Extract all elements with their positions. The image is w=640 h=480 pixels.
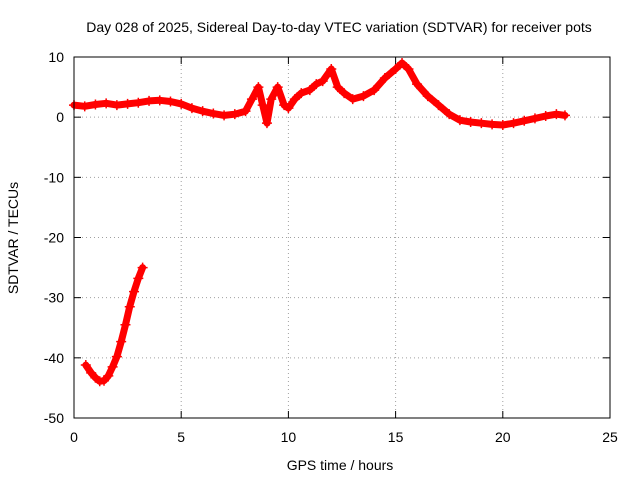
data-point (124, 301, 135, 312)
data-point (197, 106, 208, 117)
data-point (107, 361, 118, 372)
data-point (283, 103, 294, 114)
y-tick-label: -30 (44, 290, 64, 306)
data-point (444, 109, 455, 120)
data-point (508, 118, 519, 129)
data-point (551, 109, 562, 120)
x-tick-label: 5 (177, 429, 185, 445)
y-tick-label: -50 (44, 410, 64, 426)
data-point (229, 109, 240, 120)
data-point (79, 101, 90, 112)
data-point (390, 64, 401, 75)
data-point (497, 119, 508, 130)
data-point (101, 98, 112, 109)
grid (74, 57, 610, 418)
y-tick-label: 10 (48, 49, 64, 65)
y-tick-label: 0 (56, 109, 64, 125)
axis-ticks: 0 5 10 15 20 25 -50 -40 -30 -20 -10 0 10 (44, 49, 618, 445)
data-point (253, 82, 264, 93)
data-point (465, 116, 476, 127)
data-point (379, 73, 390, 84)
data-point (433, 100, 444, 111)
data-point (476, 118, 487, 129)
data-point (133, 97, 144, 108)
series-0 (69, 58, 570, 130)
data-point (347, 94, 358, 105)
data-point (103, 370, 114, 381)
y-tick-label: -10 (44, 169, 64, 185)
data-point (317, 76, 328, 87)
data-point (397, 58, 408, 69)
data-point (261, 118, 272, 129)
data-point (186, 103, 197, 114)
y-tick-label: -20 (44, 230, 64, 246)
data-point (339, 88, 350, 99)
data-point (304, 85, 315, 96)
data-point (111, 351, 122, 362)
x-tick-label: 10 (281, 429, 297, 445)
x-tick-label: 15 (388, 429, 404, 445)
data-point (86, 367, 97, 378)
x-tick-label: 25 (602, 429, 618, 445)
data-point (559, 110, 570, 121)
data-point (369, 85, 380, 96)
data-point (454, 115, 465, 126)
data-point (257, 100, 268, 111)
data-point (311, 79, 322, 90)
data-point (208, 108, 219, 119)
data-series (69, 58, 570, 387)
x-axis-label: GPS time / hours (287, 457, 394, 473)
data-point (246, 94, 257, 105)
data-point (90, 99, 101, 110)
data-point (403, 64, 414, 75)
chart-title: Day 028 of 2025, Sidereal Day-to-day VTE… (86, 19, 592, 35)
x-tick-label: 0 (70, 429, 78, 445)
data-point (99, 375, 110, 386)
data-point (519, 115, 530, 126)
data-point (137, 262, 148, 273)
y-axis-label: SDTVAR / TECUs (5, 182, 21, 294)
data-point (80, 360, 91, 371)
x-tick-label: 20 (495, 429, 511, 445)
data-point (412, 79, 423, 90)
data-point (540, 110, 551, 121)
data-point (358, 91, 369, 102)
data-point (266, 94, 277, 105)
data-point (165, 96, 176, 107)
data-point (272, 82, 283, 93)
data-point (240, 106, 251, 117)
data-point (332, 82, 343, 93)
data-point (529, 113, 540, 124)
data-point (487, 119, 498, 130)
data-point (144, 95, 155, 106)
data-point (111, 100, 122, 111)
series-1 (80, 262, 148, 387)
data-point (116, 336, 127, 347)
data-point (422, 91, 433, 102)
data-point (219, 110, 230, 121)
y-tick-label: -40 (44, 350, 64, 366)
data-point (154, 95, 165, 106)
data-point (326, 64, 337, 75)
data-point (296, 88, 307, 99)
data-point (176, 98, 187, 109)
data-point (289, 94, 300, 105)
data-point (122, 98, 133, 109)
data-point (120, 319, 131, 330)
data-point (133, 273, 144, 284)
data-point (129, 286, 140, 297)
